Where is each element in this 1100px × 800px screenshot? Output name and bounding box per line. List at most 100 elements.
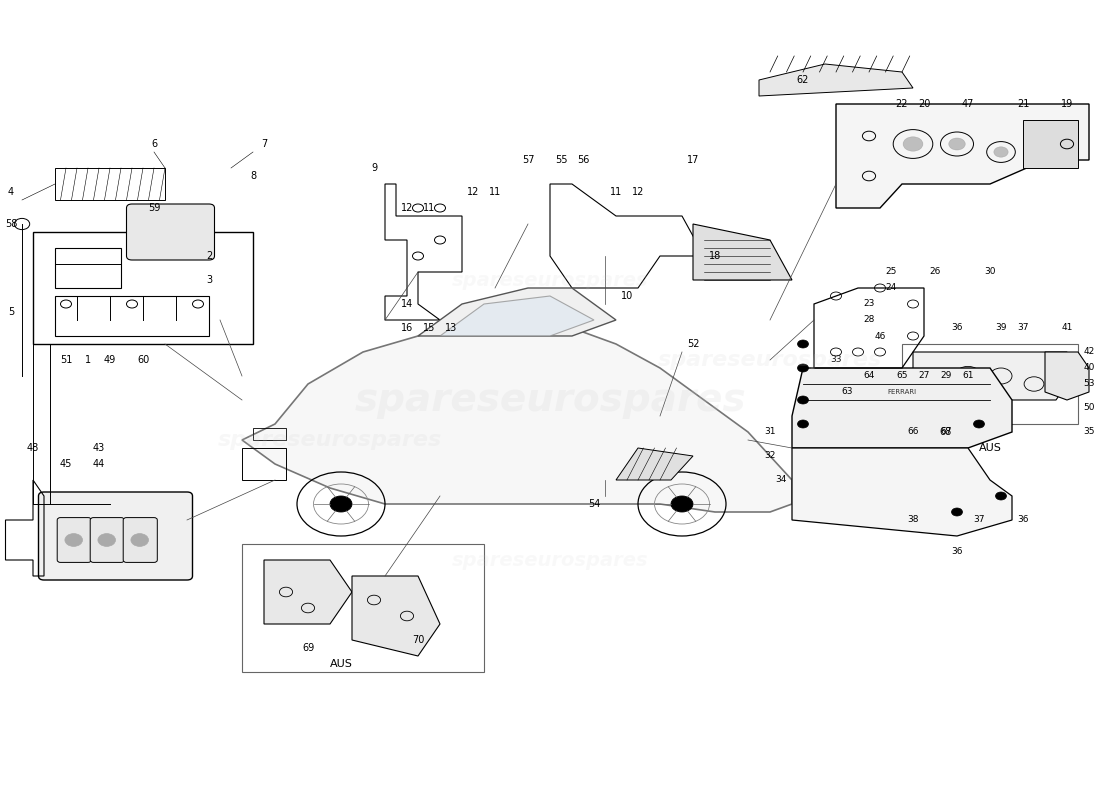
Text: 58: 58 xyxy=(4,219,18,229)
Polygon shape xyxy=(352,576,440,656)
Bar xyxy=(1023,120,1078,168)
Text: 39: 39 xyxy=(996,323,1006,333)
Polygon shape xyxy=(418,288,616,336)
Polygon shape xyxy=(242,320,792,512)
Text: 35: 35 xyxy=(1084,427,1094,437)
Text: 42: 42 xyxy=(1084,347,1094,357)
Text: 55: 55 xyxy=(554,155,568,165)
Text: 54: 54 xyxy=(587,499,601,509)
Bar xyxy=(33,232,253,344)
Circle shape xyxy=(131,534,149,546)
Text: 33: 33 xyxy=(830,355,842,365)
Bar xyxy=(55,248,121,288)
Text: 10: 10 xyxy=(620,291,634,301)
Text: 48: 48 xyxy=(26,443,40,453)
Polygon shape xyxy=(264,560,352,624)
FancyBboxPatch shape xyxy=(57,518,91,562)
Text: 3: 3 xyxy=(206,275,212,285)
Text: FERRARI: FERRARI xyxy=(888,389,916,395)
Text: 65: 65 xyxy=(896,371,907,381)
Text: 36: 36 xyxy=(1018,515,1028,525)
Polygon shape xyxy=(616,448,693,480)
Polygon shape xyxy=(693,224,792,280)
Circle shape xyxy=(798,420,808,428)
Text: 64: 64 xyxy=(864,371,874,381)
Text: spareseurospares: spareseurospares xyxy=(452,270,648,290)
Text: spareseurospares: spareseurospares xyxy=(218,430,442,450)
Text: AUS: AUS xyxy=(979,443,1001,453)
Text: 69: 69 xyxy=(301,643,315,653)
Circle shape xyxy=(996,492,1006,500)
Text: 41: 41 xyxy=(1062,323,1072,333)
Text: 44: 44 xyxy=(92,459,106,469)
Circle shape xyxy=(952,508,962,516)
Text: 4: 4 xyxy=(8,187,14,197)
Text: 49: 49 xyxy=(103,355,117,365)
FancyBboxPatch shape xyxy=(39,492,192,580)
Polygon shape xyxy=(792,448,1012,536)
Circle shape xyxy=(330,496,352,512)
Text: 56: 56 xyxy=(576,155,590,165)
Circle shape xyxy=(903,137,923,151)
Text: 13: 13 xyxy=(444,323,458,333)
Text: 15: 15 xyxy=(422,323,436,333)
Text: 8: 8 xyxy=(250,171,256,181)
Text: 70: 70 xyxy=(411,635,425,645)
Text: 31: 31 xyxy=(764,427,776,437)
Text: 40: 40 xyxy=(1084,363,1094,373)
Text: 30: 30 xyxy=(984,267,996,277)
FancyBboxPatch shape xyxy=(126,204,214,260)
Text: 11: 11 xyxy=(488,187,502,197)
Text: 7: 7 xyxy=(261,139,267,149)
Text: spareseurospares: spareseurospares xyxy=(354,381,746,419)
Text: 62: 62 xyxy=(796,75,810,85)
Text: 24: 24 xyxy=(886,283,896,293)
Text: spareseurospares: spareseurospares xyxy=(658,350,882,370)
Text: 51: 51 xyxy=(59,355,73,365)
Text: 37: 37 xyxy=(1018,323,1028,333)
Text: 38: 38 xyxy=(908,515,918,525)
Text: 50: 50 xyxy=(1084,403,1094,413)
Polygon shape xyxy=(913,352,1067,416)
Text: 37: 37 xyxy=(974,515,984,525)
Text: 12: 12 xyxy=(466,187,480,197)
Bar xyxy=(242,544,484,672)
Text: 26: 26 xyxy=(930,267,940,277)
FancyBboxPatch shape xyxy=(123,518,157,562)
Circle shape xyxy=(798,396,808,404)
Text: 19: 19 xyxy=(1060,99,1074,109)
Circle shape xyxy=(994,146,1008,157)
Text: 16: 16 xyxy=(400,323,414,333)
Text: 6: 6 xyxy=(151,139,157,149)
Text: 18: 18 xyxy=(708,251,722,261)
Polygon shape xyxy=(836,104,1089,208)
Text: 29: 29 xyxy=(940,371,952,381)
Text: 20: 20 xyxy=(917,99,931,109)
Text: 11: 11 xyxy=(422,203,436,213)
Text: 67: 67 xyxy=(940,427,952,437)
Text: 14: 14 xyxy=(400,299,414,309)
Text: 66: 66 xyxy=(908,427,918,437)
Text: 61: 61 xyxy=(962,371,974,381)
Text: 43: 43 xyxy=(92,443,106,453)
Polygon shape xyxy=(792,368,1012,448)
Bar xyxy=(55,168,165,200)
Text: 36: 36 xyxy=(952,323,962,333)
Text: 5: 5 xyxy=(8,307,14,317)
Text: AUS: AUS xyxy=(330,659,352,669)
Text: 9: 9 xyxy=(371,163,377,173)
Circle shape xyxy=(974,420,984,428)
Bar xyxy=(242,448,286,480)
Circle shape xyxy=(798,340,808,348)
Text: 60: 60 xyxy=(136,355,150,365)
Text: 23: 23 xyxy=(864,299,874,309)
Text: 11: 11 xyxy=(609,187,623,197)
Text: 47: 47 xyxy=(961,99,975,109)
Text: 34: 34 xyxy=(776,475,786,485)
FancyBboxPatch shape xyxy=(90,518,124,562)
Bar xyxy=(55,296,209,336)
Text: 57: 57 xyxy=(521,155,535,165)
Text: 22: 22 xyxy=(895,99,909,109)
Text: 21: 21 xyxy=(1016,99,1030,109)
Text: 45: 45 xyxy=(59,459,73,469)
